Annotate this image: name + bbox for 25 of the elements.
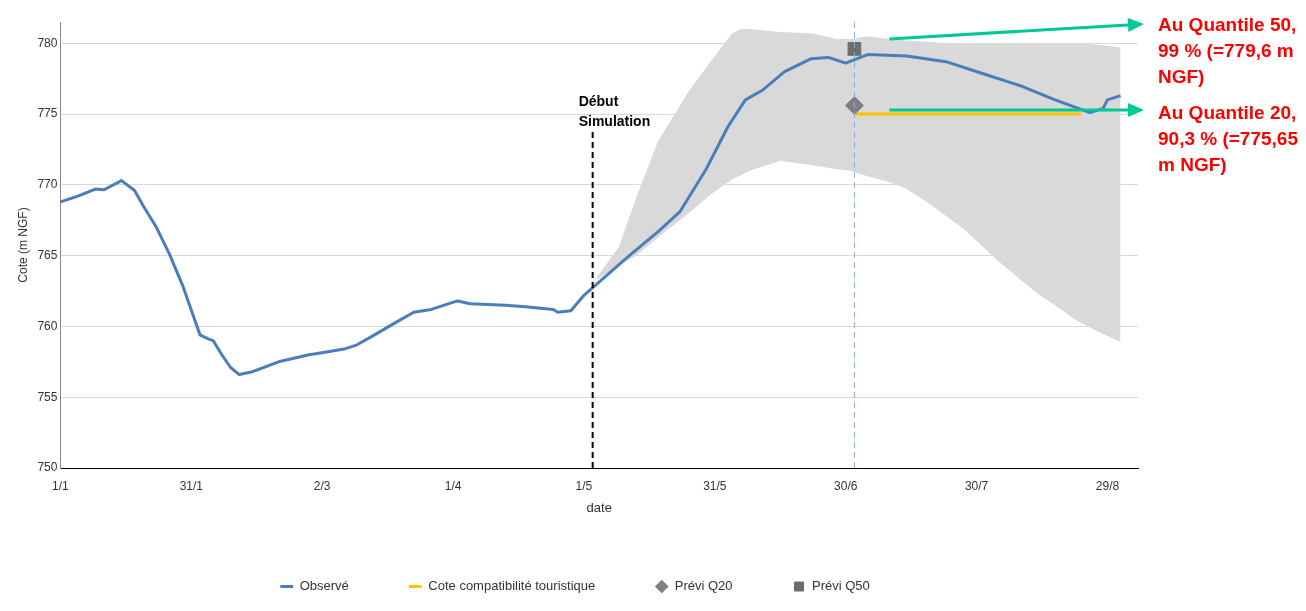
y-tick-label: 765 [37, 247, 58, 262]
x-tick-label: 30/7 [964, 478, 989, 493]
x-tick-label: 31/5 [703, 478, 727, 493]
y-tick-label: 770 [37, 177, 58, 192]
legend-label: Prévi Q50 [812, 578, 870, 594]
legend-label: Observé [299, 578, 349, 594]
y-axis-title: Cote (m NGF) [15, 207, 30, 283]
x-tick-label: 1/5 [575, 478, 593, 493]
x-tick-label: 29/8 [1095, 478, 1120, 493]
x-tick-label: 30/6 [834, 478, 858, 493]
y-tick-label: 780 [37, 35, 58, 50]
x-tick-label: 2/3 [313, 478, 331, 493]
x-tick-label: 1/4 [444, 478, 462, 493]
ref-line-label: Début Simulation [578, 92, 651, 129]
legend-label: Cote compatibilité touristique [428, 578, 596, 594]
text: Au Quantile 20, 90,3 % (=775,65 m NGF) [1158, 101, 1298, 177]
y-tick-label: 750 [37, 460, 58, 475]
x-axis-title: date [586, 499, 612, 515]
y-tick-label: 755 [37, 389, 58, 404]
x-tick-label: 31/1 [179, 478, 204, 493]
legend-label: Prévi Q20 [674, 578, 733, 594]
y-tick-label: 775 [37, 106, 58, 121]
text: Au Quantile 50, 99 % (=779,6 m NGF) [1158, 13, 1298, 89]
y-tick-label: 760 [37, 318, 58, 333]
x-tick-label: 1/1 [52, 478, 70, 493]
